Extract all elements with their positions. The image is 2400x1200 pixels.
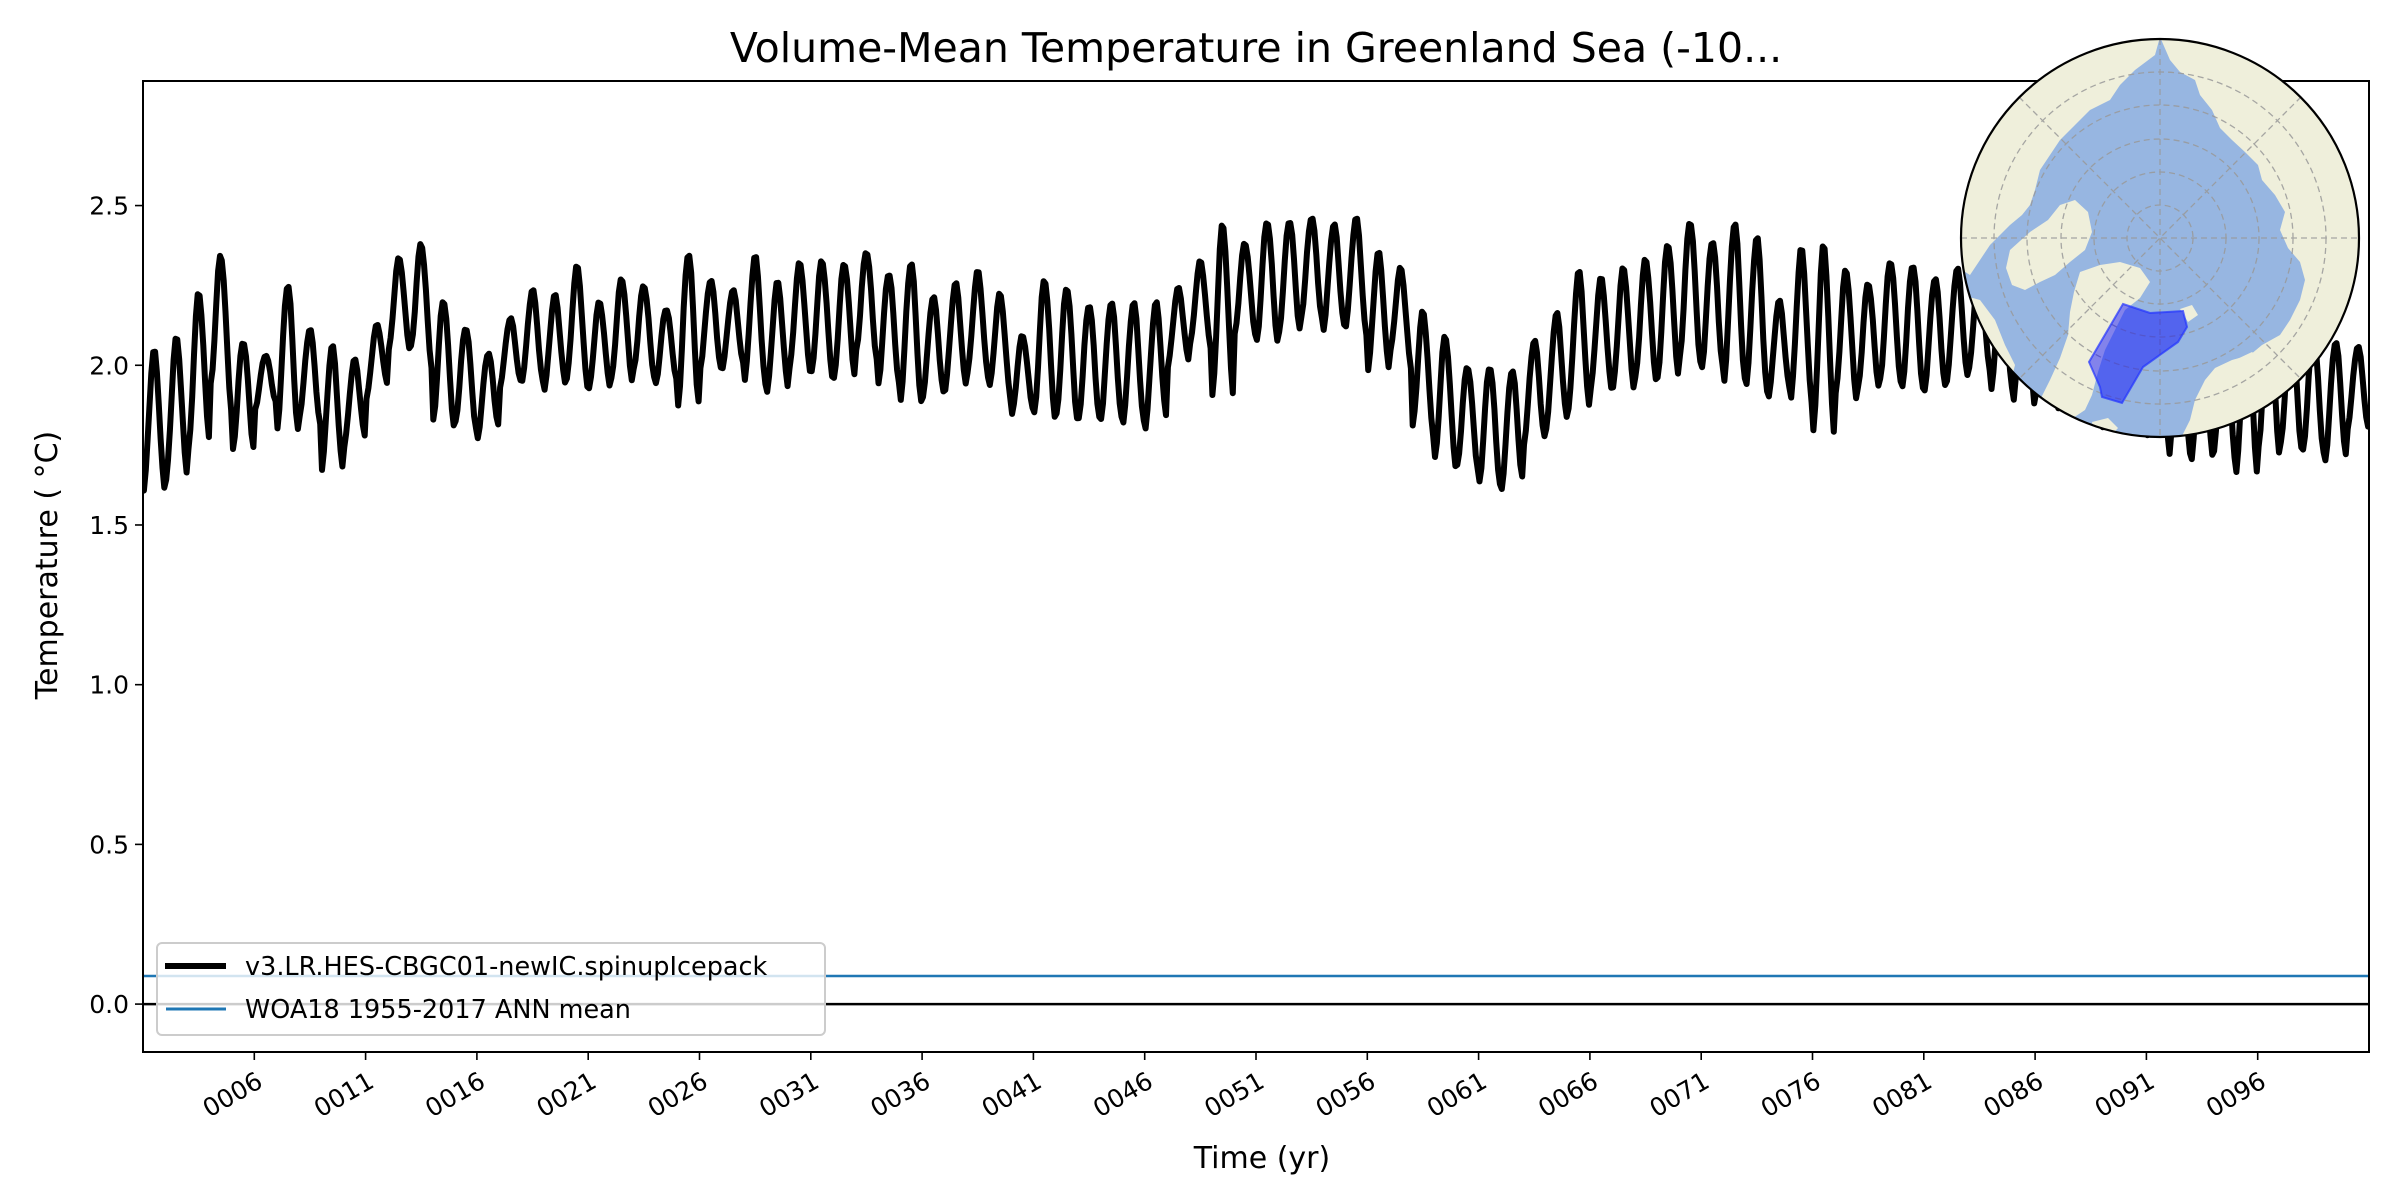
map-land-scandinavia (2222, 352, 2262, 410)
y-tick-label: 2.0 (89, 351, 129, 380)
y-axis-label: Temperature ( °C) (30, 431, 65, 700)
map-land-svalbard (2180, 305, 2198, 322)
y-tick-label: 0.0 (89, 990, 129, 1019)
y-tick-label: 2.5 (89, 192, 129, 221)
map-region-greenland-sea (2087, 302, 2189, 405)
legend-label-model: v3.LR.HES-CBGC01-newIC.spinupIcepack (245, 952, 768, 982)
chart-title: Volume-Mean Temperature in Greenland Sea… (730, 24, 1782, 72)
map-land-canadian-archipelago (2006, 200, 2092, 290)
y-axis: 0.0 0.5 1.0 1.5 2.0 2.5 (89, 192, 143, 1019)
inset-map (1959, 37, 2361, 439)
map-land-greenland (2030, 262, 2150, 428)
legend: v3.LR.HES-CBGC01-newIC.spinupIcepack WOA… (156, 942, 826, 1036)
y-tick-label: 0.5 (89, 830, 129, 859)
y-tick-label: 1.0 (89, 671, 129, 700)
x-axis-label: Time (yr) (1193, 1141, 1330, 1176)
map-land-eurasia (2160, 39, 2359, 437)
legend-box (156, 942, 826, 1036)
map-border (1959, 37, 2361, 439)
legend-label-obs: WOA18 1955-2017 ANN mean (245, 995, 631, 1025)
map-gridlines (1961, 39, 2359, 437)
y-tick-label: 1.5 (89, 511, 129, 540)
map-land-northamerica (1961, 39, 2160, 275)
